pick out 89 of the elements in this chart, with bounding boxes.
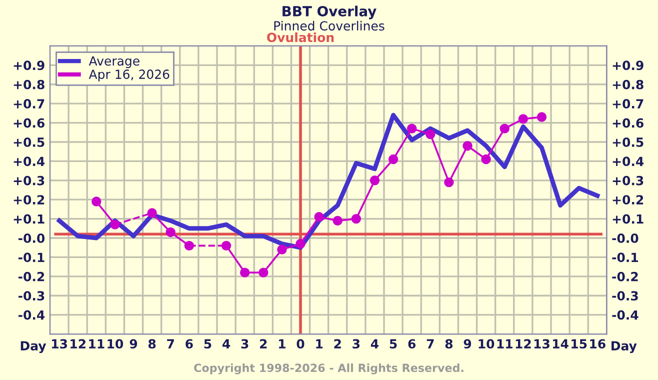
y2-tick-label: +0.7 <box>612 99 644 109</box>
point <box>536 112 547 122</box>
y2-tick-label: +0.2 <box>612 195 644 205</box>
x-tick-label: 13 <box>52 339 67 349</box>
y-tick-label: +0.3 <box>14 176 44 186</box>
y-tick-label: +0.9 <box>14 60 44 70</box>
x-tick-label: 12 <box>516 339 531 348</box>
x-tick-label: 7 <box>426 339 434 348</box>
point <box>110 220 120 230</box>
y-tick-label: -0.1 <box>18 252 44 262</box>
x-axis-title: Day <box>20 341 46 354</box>
legend-label: Apr 16, 2026 <box>88 70 170 82</box>
x-tick-label: 12 <box>70 339 86 348</box>
point <box>388 154 398 164</box>
point <box>258 268 268 278</box>
y2-tick-label: +0.8 <box>612 80 644 90</box>
x-tick-label: 0 <box>296 339 304 349</box>
point <box>314 212 324 222</box>
text: Day <box>612 341 637 354</box>
point <box>481 154 491 164</box>
x-tick-label: 9 <box>464 339 472 349</box>
x-tick-label: 2 <box>260 339 267 348</box>
point <box>221 240 232 251</box>
x-tick-label: 6 <box>186 339 193 349</box>
y-tick-label: -0.3 <box>18 291 44 301</box>
y-tick-label: +0.8 <box>14 80 44 90</box>
y2-tick-label: +0.4 <box>612 156 644 166</box>
y2-tick-label: -0.1 <box>612 252 638 262</box>
y-tick-label: +0.2 <box>14 195 44 205</box>
y2-tick-label: +0.3 <box>612 176 644 186</box>
y-tick-label: +0.1 <box>14 214 44 224</box>
point <box>332 216 342 226</box>
x-tick-label: 10 <box>478 339 494 349</box>
x-tick-label: 3 <box>241 339 248 349</box>
x-tick-label: 16 <box>590 339 606 349</box>
x-tick-label: 11 <box>497 339 512 348</box>
x-tick-label: 1 <box>279 339 286 348</box>
chart-subtitle: Pinned Coverlines <box>274 20 384 31</box>
y2-tick-label: -0.3 <box>612 291 638 301</box>
point <box>370 176 380 186</box>
point <box>518 114 528 124</box>
text: Copyright 1998-2026 - All Rights Reserved. <box>194 363 464 374</box>
y-tick-label: +0.7 <box>14 99 44 109</box>
point <box>296 238 306 249</box>
y2-tick-label: -0.4 <box>612 310 638 320</box>
y-tick-label: +0.6 <box>14 118 44 128</box>
point <box>462 140 472 151</box>
x-tick-label: 13 <box>534 339 550 349</box>
x-tick-label: 10 <box>108 339 124 349</box>
y2-tick-label: +0.9 <box>612 60 644 70</box>
x-tick-label: 6 <box>408 339 416 349</box>
y-tick-label: -0.4 <box>18 310 45 320</box>
y2-tick-label: -0.2 <box>612 272 638 282</box>
point <box>406 124 417 134</box>
y2-tick-label: -0.0 <box>612 233 638 243</box>
point <box>240 268 250 278</box>
x-tick-label: 5 <box>390 339 397 349</box>
x-tick-label: 9 <box>130 339 138 349</box>
y-tick-label: -0.0 <box>18 233 45 243</box>
point <box>500 124 510 134</box>
x-tick-label: 15 <box>572 339 587 349</box>
point <box>277 244 287 254</box>
ref-line-label: Ovulation <box>267 32 334 42</box>
x-tick-label: 14 <box>553 339 568 348</box>
legend-label: Average <box>88 56 140 68</box>
point <box>147 208 157 218</box>
x-tick-label: 2 <box>334 339 341 348</box>
y2-tick-label: +0.6 <box>612 118 644 128</box>
point <box>351 214 362 224</box>
point <box>444 177 454 188</box>
x-tick-label: 1 <box>316 339 323 348</box>
y-tick-label: -0.2 <box>18 272 44 282</box>
y2-tick-label: +0.5 <box>612 137 644 147</box>
x-tick-label: 4 <box>222 339 230 348</box>
point <box>184 240 194 251</box>
point <box>426 129 436 140</box>
x-tick-label: 4 <box>370 339 379 348</box>
x-tick-label: 8 <box>148 339 156 349</box>
point <box>166 227 176 238</box>
x-tick-label: 11 <box>89 339 104 348</box>
x-tick-label: 3 <box>352 339 360 349</box>
y2-tick-label: +0.1 <box>612 214 644 224</box>
x-tick-label: 8 <box>445 339 453 349</box>
chart-title: BBT Overlay <box>282 6 376 20</box>
point <box>92 196 102 206</box>
y-tick-label: +0.5 <box>14 137 44 147</box>
x-tick-label: 5 <box>204 339 212 349</box>
y-tick-label: +0.4 <box>14 156 45 166</box>
x-tick-label: 7 <box>167 339 174 348</box>
